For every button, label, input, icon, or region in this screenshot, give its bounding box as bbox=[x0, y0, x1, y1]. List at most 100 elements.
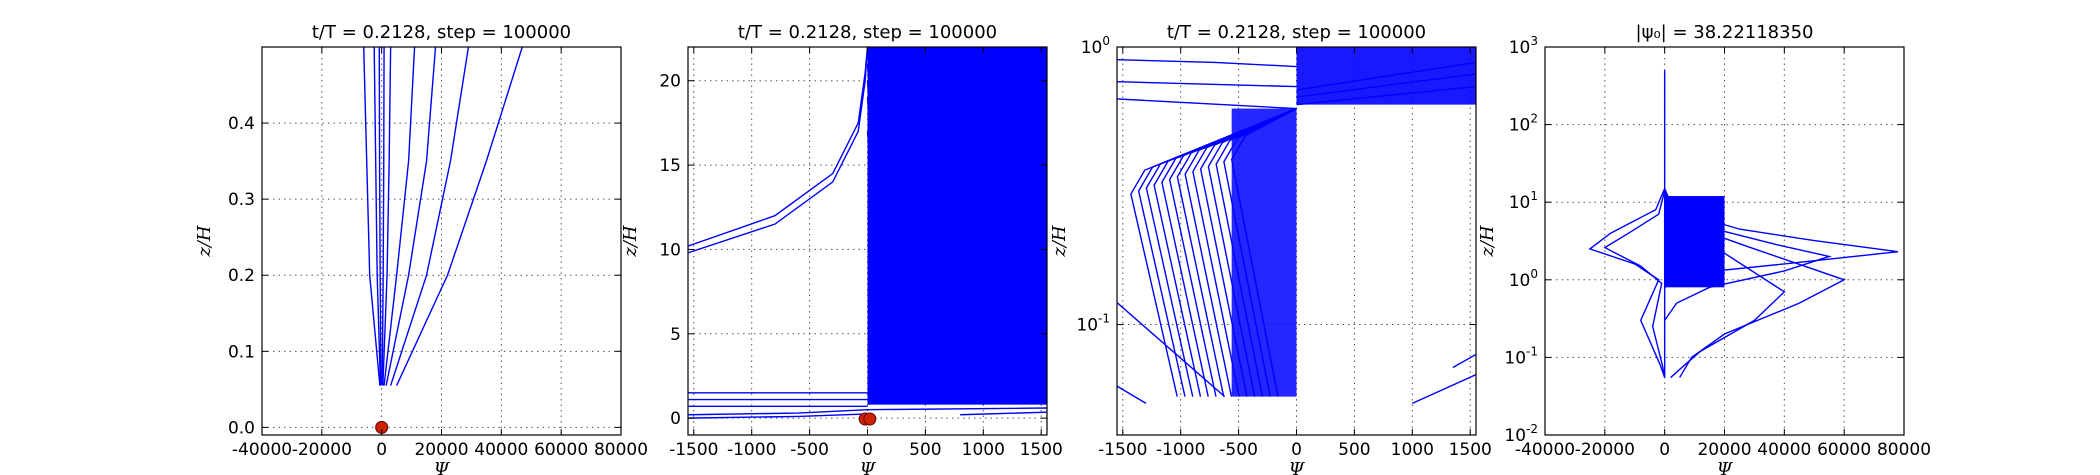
series-line bbox=[1664, 190, 1832, 321]
y-tick-label: 20 bbox=[659, 72, 681, 92]
x-tick-label: 1000 bbox=[962, 440, 1005, 460]
x-tick-label: -1000 bbox=[1156, 440, 1205, 460]
series-line bbox=[688, 408, 868, 416]
x-tick-label: 20000 bbox=[1697, 440, 1751, 460]
series-line bbox=[866, 47, 1047, 195]
series-line bbox=[383, 47, 416, 386]
series-line bbox=[1296, 61, 1476, 91]
x-tick-label: -500 bbox=[790, 440, 829, 460]
axes-frame bbox=[261, 46, 622, 436]
y-tick-label: 0.1 bbox=[228, 342, 255, 362]
x-tick-label: -20000 bbox=[292, 440, 352, 460]
y-tick-label: 0.4 bbox=[228, 114, 255, 134]
y-axis-label: z/H bbox=[620, 225, 641, 258]
dense-curve-region bbox=[1231, 108, 1297, 397]
x-tick-label: -40000 bbox=[1515, 440, 1575, 460]
plot-area bbox=[1588, 70, 1899, 379]
chart-title: |ψ₀| = 38.22118350 bbox=[1636, 22, 1814, 43]
series-line bbox=[1117, 385, 1147, 404]
x-tick-label: 1000 bbox=[1391, 440, 1434, 460]
x-axis-label: Ψ bbox=[1717, 459, 1734, 475]
series-line bbox=[866, 63, 1047, 208]
series-line bbox=[1117, 302, 1226, 398]
x-tick-label: 0 bbox=[1291, 440, 1302, 460]
y-tick-label: 10-1 bbox=[1504, 344, 1538, 368]
plot-area bbox=[1117, 47, 1476, 405]
x-tick-label: 40000 bbox=[1757, 440, 1811, 460]
x-tick-label: 40000 bbox=[474, 440, 528, 460]
x-tick-label: -20000 bbox=[1575, 440, 1635, 460]
x-tick-label: -40000 bbox=[232, 440, 292, 460]
series-line bbox=[1117, 98, 1297, 110]
series-line bbox=[1664, 188, 1899, 288]
series-line bbox=[1603, 190, 1666, 378]
x-tick-label: 60000 bbox=[534, 440, 588, 460]
series-line bbox=[389, 47, 470, 386]
panel-3: -1500 -1000 -500 0 500 1000 1500 10-1 100 t/T = 0… bbox=[1049, 22, 1492, 475]
series-line bbox=[363, 47, 381, 386]
y-tick-label: 103 bbox=[1509, 34, 1538, 58]
x-tick-label: 0 bbox=[376, 440, 387, 460]
x-tick-label: 500 bbox=[909, 440, 941, 460]
x-tick-label: 20000 bbox=[414, 440, 468, 460]
series-line bbox=[960, 411, 1047, 416]
y-tick-label: 100 bbox=[1509, 267, 1538, 291]
series-line bbox=[866, 80, 1047, 222]
chart-title: t/T = 0.2128, step = 100000 bbox=[312, 22, 571, 43]
series-line bbox=[1296, 85, 1476, 106]
series-line bbox=[382, 47, 392, 386]
y-tick-label: 10 bbox=[659, 240, 681, 260]
panel-4: -40000 -20000 0 20000 40000 60000 80000 10-2 10-… bbox=[1477, 22, 1931, 475]
x-tick-label: -1500 bbox=[669, 440, 718, 460]
y-axis-label: z/H bbox=[194, 225, 215, 258]
y-tick-label: 10-2 bbox=[1504, 422, 1538, 446]
x-tick-label: -1000 bbox=[727, 440, 776, 460]
y-tick-label: 100 bbox=[1081, 34, 1110, 58]
series-line bbox=[385, 47, 437, 386]
x-tick-label: -500 bbox=[1219, 440, 1258, 460]
y-tick-label: 0 bbox=[670, 409, 681, 429]
y-tick-label: 10-1 bbox=[1076, 312, 1110, 336]
series-line bbox=[688, 47, 869, 254]
x-tick-label: 1500 bbox=[1020, 440, 1063, 460]
series-line bbox=[395, 47, 523, 386]
marker-point bbox=[863, 412, 877, 426]
series-line bbox=[867, 407, 1047, 411]
x-tick-label: 1500 bbox=[1449, 440, 1492, 460]
series-line bbox=[866, 97, 1047, 242]
y-tick-label: 0.0 bbox=[228, 418, 255, 438]
y-tick-label: 102 bbox=[1509, 112, 1538, 136]
y-tick-label: 15 bbox=[659, 156, 681, 176]
series-line bbox=[688, 47, 869, 247]
series-line bbox=[378, 47, 382, 386]
y-axis-label: z/H bbox=[1049, 225, 1070, 258]
chart-title: t/T = 0.2128, step = 100000 bbox=[738, 22, 997, 43]
y-tick-label: 0.2 bbox=[228, 266, 255, 286]
dense-curve-region bbox=[1664, 196, 1725, 288]
y-tick-label: 5 bbox=[670, 325, 681, 345]
dense-curve-region bbox=[867, 47, 1047, 405]
x-tick-label: 80000 bbox=[594, 440, 648, 460]
panel-2: -1500 -1000 -500 0 500 1000 1500 0 5 10 15 20 t/T = … bbox=[620, 22, 1063, 475]
x-axis-label: Ψ bbox=[1289, 459, 1306, 475]
grid bbox=[261, 47, 622, 435]
series-line bbox=[1663, 195, 1786, 379]
series-line bbox=[1452, 353, 1476, 369]
x-axis-label: Ψ bbox=[434, 459, 451, 475]
series-line bbox=[866, 131, 1047, 261]
series-line bbox=[373, 47, 382, 386]
series-line bbox=[1117, 80, 1297, 88]
series-line bbox=[688, 413, 868, 419]
chart-title: t/T = 0.2128, step = 100000 bbox=[1167, 22, 1426, 43]
series-line bbox=[1588, 188, 1666, 378]
series-line bbox=[1296, 73, 1476, 98]
y-tick-label: 101 bbox=[1509, 189, 1538, 213]
y-tick-label: 0.3 bbox=[228, 190, 255, 210]
x-axis-label: Ψ bbox=[860, 459, 877, 475]
y-axis-label: z/H bbox=[1477, 225, 1498, 258]
x-tick-label: 80000 bbox=[1877, 440, 1931, 460]
panel-1: -40000 -20000 0 20000 40000 60000 80000 0.0 0.1 0… bbox=[194, 22, 648, 475]
plot-area bbox=[363, 47, 523, 386]
series-line bbox=[381, 47, 385, 386]
